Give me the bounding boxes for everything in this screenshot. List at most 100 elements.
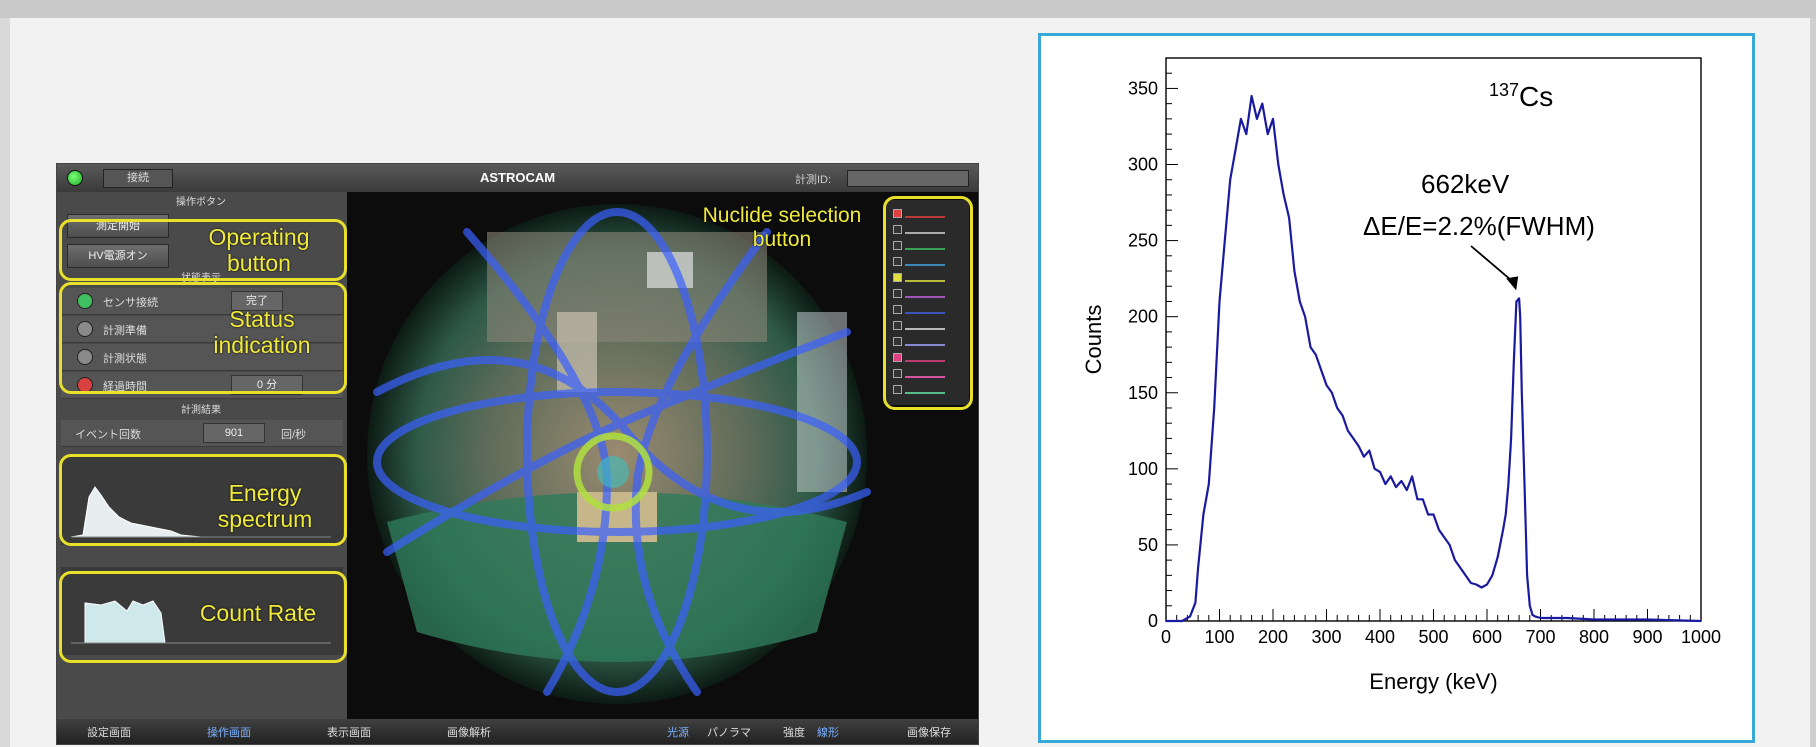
- nuclide-item[interactable]: [893, 208, 949, 218]
- peak-annotation-arrow-head: [1506, 276, 1519, 291]
- nuclide-annotation: Nuclide selection button: [662, 204, 902, 252]
- nuclide-color-swatch: [905, 208, 945, 218]
- nuclide-checkbox[interactable]: [893, 385, 902, 394]
- operating-highlight: [59, 219, 347, 281]
- tab-operation[interactable]: 操作画面: [207, 727, 251, 739]
- nuclide-color-swatch: [905, 240, 945, 250]
- elapsed-time-value: 0 分: [231, 375, 303, 395]
- nuclide-item[interactable]: [893, 240, 949, 250]
- light-source-label: 光源: [667, 727, 689, 739]
- nuclide-checkbox[interactable]: [893, 209, 902, 218]
- count-rate-mini-svg: [71, 600, 331, 644]
- title-bar: 接続 ASTROCAM 計測ID:: [57, 164, 978, 192]
- status-row: 計測準備: [61, 316, 343, 343]
- camera-view[interactable]: [347, 192, 978, 719]
- nuclide-item[interactable]: [893, 304, 949, 314]
- save-image-button[interactable]: 画像保存: [907, 727, 951, 739]
- nuclide-checkbox[interactable]: [893, 337, 902, 346]
- measure-id-field[interactable]: [847, 170, 969, 187]
- nuclide-item[interactable]: [893, 368, 949, 378]
- status-label: 計測状態: [103, 353, 147, 365]
- status-row: 経過時間 0 分: [61, 372, 343, 399]
- status-indicator-icon: [77, 321, 93, 337]
- measure-id-label: 計測ID:: [795, 174, 832, 186]
- nuclide-item[interactable]: [893, 224, 949, 234]
- status-value: 完了: [231, 291, 283, 311]
- nuclide-item[interactable]: [893, 288, 949, 298]
- nuclide-color-swatch: [905, 368, 945, 378]
- spectrum-series-line: [1166, 94, 1702, 623]
- nuclide-selection-panel: [885, 200, 969, 405]
- connect-button[interactable]: 接続: [103, 169, 173, 188]
- title-mass-number: 137: [1489, 80, 1519, 100]
- y-tick-label: 250: [1128, 231, 1158, 251]
- intensity-label: 強度: [783, 727, 805, 739]
- nuclide-checkbox[interactable]: [893, 273, 902, 282]
- left-strip: [0, 18, 10, 747]
- operating-annotation-text: Operating button: [208, 224, 310, 276]
- tab-display[interactable]: 表示画面: [327, 727, 371, 739]
- y-tick-label: 350: [1128, 78, 1158, 98]
- energy-annotation-text: Energy spectrum: [217, 480, 313, 532]
- right-strip: [1810, 18, 1816, 747]
- nuclide-checkbox[interactable]: [893, 241, 902, 250]
- nuclide-color-swatch: [905, 272, 945, 282]
- nuclide-item[interactable]: [893, 272, 949, 282]
- panorama-toggle[interactable]: パノラマ: [707, 727, 751, 739]
- nuclide-checkbox[interactable]: [893, 289, 902, 298]
- status-row: センサ接続 完了: [61, 288, 343, 315]
- count-rate-mini-chart: [61, 567, 343, 655]
- event-label: イベント回数: [75, 429, 141, 441]
- tab-settings[interactable]: 設定画面: [87, 727, 131, 739]
- nuclide-color-swatch: [905, 320, 945, 330]
- nuclide-item[interactable]: [893, 352, 949, 362]
- nuclide-checkbox[interactable]: [893, 353, 902, 362]
- result-header: 計測結果: [181, 405, 221, 416]
- nuclide-color-swatch: [905, 384, 945, 394]
- x-tick-label: 300: [1311, 627, 1341, 647]
- hv-power-on-button[interactable]: HV電源オン: [67, 244, 169, 268]
- tab-image-analysis[interactable]: 画像解析: [447, 727, 491, 739]
- nuclide-checkbox[interactable]: [893, 321, 902, 330]
- bottom-tab-bar: 設定画面 操作画面 表示画面 画像解析 光源 パノラマ 強度 線形 画像保存: [57, 719, 978, 744]
- nuclide-checkbox[interactable]: [893, 305, 902, 314]
- energy-spectrum-mini-chart: [61, 457, 343, 545]
- event-unit: 回/秒: [281, 429, 307, 441]
- energy-annotation: Energy spectrum: [195, 480, 335, 532]
- x-tick-label: 200: [1258, 627, 1288, 647]
- count-highlight: [59, 571, 347, 663]
- y-tick-label: 100: [1128, 459, 1158, 479]
- nuclide-color-swatch: [905, 224, 945, 234]
- astrocam-window: 接続 ASTROCAM 計測ID: 操作ボタン 測定開始 HV電源オン 状態表示…: [56, 163, 979, 745]
- status-label: センサ接続: [103, 297, 158, 309]
- nuclide-color-swatch: [905, 256, 945, 266]
- nuclide-item[interactable]: [893, 256, 949, 266]
- top-strip: [0, 0, 1816, 18]
- nuclide-color-swatch: [905, 304, 945, 314]
- connection-indicator-icon: [67, 170, 83, 186]
- status-annotation-text: Status indication: [213, 306, 311, 358]
- nuclide-item[interactable]: [893, 384, 949, 394]
- nuclide-annotation-text: Nuclide selection button: [702, 204, 862, 251]
- chart-title: 137Cs: [1489, 80, 1553, 112]
- nuclide-item[interactable]: [893, 320, 949, 330]
- x-tick-label: 800: [1579, 627, 1609, 647]
- nuclide-highlight: [883, 196, 973, 410]
- linear-toggle[interactable]: 線形: [817, 727, 839, 739]
- status-indicator-icon: [77, 293, 93, 309]
- nuclide-item[interactable]: [893, 336, 949, 346]
- nuclide-color-swatch: [905, 352, 945, 362]
- nuclide-checkbox[interactable]: [893, 369, 902, 378]
- measure-start-button[interactable]: 測定開始: [67, 214, 169, 238]
- peak-annotation-energy: 662keV: [1421, 169, 1510, 199]
- operating-annotation: Operating button: [189, 224, 329, 276]
- x-tick-label: 400: [1365, 627, 1395, 647]
- nuclide-color-swatch: [905, 336, 945, 346]
- nuclide-checkbox[interactable]: [893, 225, 902, 234]
- x-tick-label: 100: [1204, 627, 1234, 647]
- x-tick-label: 0: [1161, 627, 1171, 647]
- status-indicator-icon: [77, 349, 93, 365]
- count-annotation-text: Count Rate: [199, 600, 317, 626]
- nuclide-checkbox[interactable]: [893, 257, 902, 266]
- x-tick-label: 700: [1525, 627, 1555, 647]
